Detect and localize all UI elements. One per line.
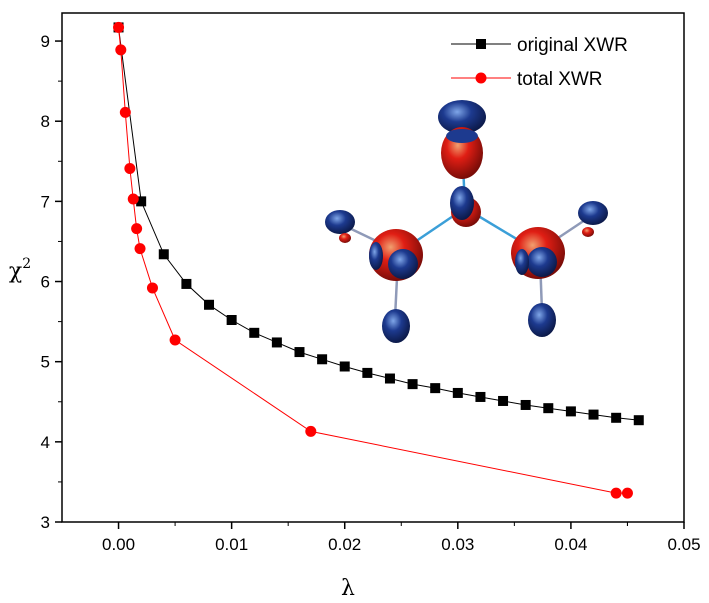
data-point-original-xwr bbox=[384, 373, 395, 384]
y-tick-label: 9 bbox=[41, 32, 50, 51]
data-point-original-xwr bbox=[588, 409, 599, 420]
svg-text:total XWR: total XWR bbox=[517, 69, 603, 90]
data-point-total-xwr bbox=[146, 282, 158, 294]
y-axis-label-superscript: 2 bbox=[22, 256, 31, 272]
data-point-total-xwr bbox=[119, 106, 131, 118]
molecule-orbital-isosurface-icon bbox=[325, 100, 608, 343]
x-tick-label: 0.02 bbox=[328, 535, 361, 554]
data-point-original-xwr bbox=[475, 391, 486, 402]
data-point-original-xwr bbox=[611, 412, 622, 423]
legend: original XWR total XWR bbox=[451, 35, 628, 90]
data-point-original-xwr bbox=[452, 387, 463, 398]
data-point-original-xwr bbox=[407, 379, 418, 390]
data-point-total-xwr bbox=[131, 223, 143, 235]
x-axis-label: λ bbox=[341, 576, 355, 601]
data-point-total-xwr bbox=[305, 425, 317, 437]
data-point-original-xwr bbox=[271, 337, 282, 348]
data-point-total-xwr bbox=[124, 163, 136, 175]
data-point-original-xwr bbox=[430, 383, 441, 394]
data-point-original-xwr bbox=[158, 249, 169, 260]
data-point-total-xwr bbox=[134, 243, 146, 255]
x-tick-label: 0.05 bbox=[667, 535, 700, 554]
data-point-total-xwr bbox=[169, 334, 181, 346]
y-tick-label: 7 bbox=[41, 192, 50, 211]
data-point-total-xwr bbox=[113, 21, 125, 33]
data-point-original-xwr bbox=[633, 415, 644, 426]
data-point-original-xwr bbox=[226, 315, 237, 326]
axis-ticks: 0.00 0.01 0.02 0.03 0.04 0.05 3 4 5 6 7 8 9 bbox=[41, 32, 701, 554]
data-point-original-xwr bbox=[339, 361, 350, 372]
x-tick-label: 0.04 bbox=[554, 535, 587, 554]
data-point-original-xwr bbox=[543, 403, 554, 414]
y-tick-label: 3 bbox=[41, 513, 50, 532]
x-tick-label: 0.03 bbox=[441, 535, 474, 554]
data-point-original-xwr bbox=[249, 327, 260, 338]
data-point-original-xwr bbox=[520, 399, 531, 410]
y-tick-label: 6 bbox=[41, 273, 50, 292]
plot-frame bbox=[61, 12, 685, 523]
x-tick-label: 0.00 bbox=[102, 535, 135, 554]
y-tick-label: 4 bbox=[41, 433, 50, 452]
data-point-total-xwr bbox=[610, 487, 622, 499]
data-point-total-xwr bbox=[115, 44, 127, 56]
series-layer bbox=[113, 21, 644, 499]
data-point-original-xwr bbox=[181, 278, 192, 289]
data-point-original-xwr bbox=[498, 395, 509, 406]
data-point-original-xwr bbox=[204, 299, 215, 310]
svg-text:original XWR: original XWR bbox=[517, 35, 628, 56]
data-point-original-xwr bbox=[294, 347, 305, 358]
data-point-original-xwr bbox=[362, 367, 373, 378]
y-tick-label: 5 bbox=[41, 353, 50, 372]
y-axis-label: χ2 bbox=[9, 256, 31, 284]
series-line-1 bbox=[118, 27, 628, 494]
data-point-total-xwr bbox=[621, 487, 633, 499]
data-point-original-xwr bbox=[317, 354, 328, 365]
y-tick-label: 8 bbox=[41, 112, 50, 131]
legend-item-total-xwr: total XWR bbox=[451, 69, 603, 90]
data-point-original-xwr bbox=[565, 406, 576, 417]
x-tick-label: 0.01 bbox=[215, 535, 248, 554]
legend-item-original-xwr: original XWR bbox=[451, 35, 628, 56]
data-point-total-xwr bbox=[127, 193, 139, 205]
data-point-original-xwr bbox=[136, 196, 147, 207]
